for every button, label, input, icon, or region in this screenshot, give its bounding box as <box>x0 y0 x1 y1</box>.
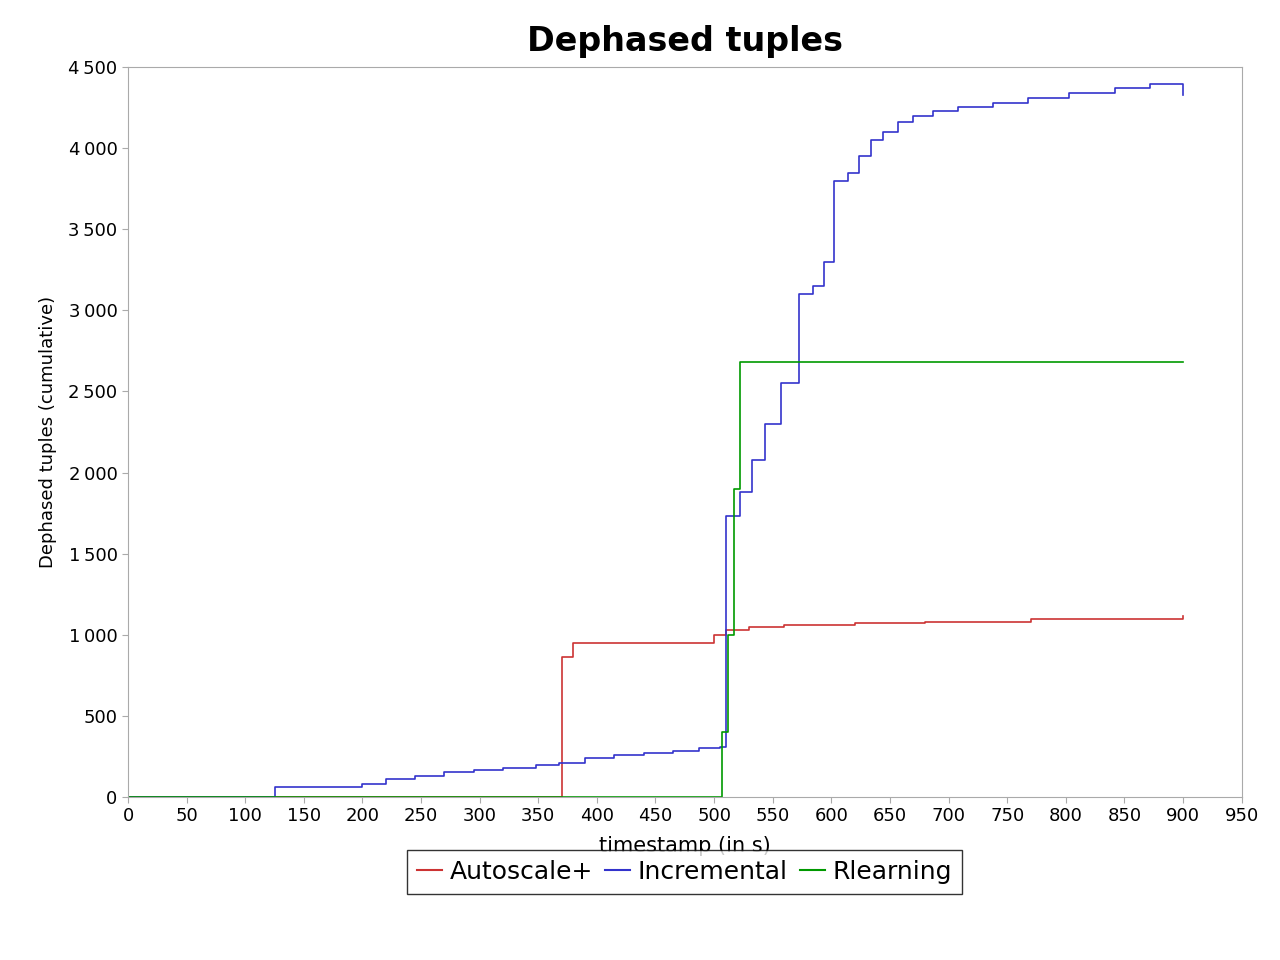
Autoscale+ <box>554 652 570 663</box>
Incremental <box>577 757 593 769</box>
Autoscale+ <box>847 617 863 629</box>
Rlearning <box>710 791 726 803</box>
Autoscale+ <box>707 637 722 649</box>
Autoscale+ <box>741 624 756 636</box>
Incremental <box>876 134 891 146</box>
Rlearning <box>710 791 726 803</box>
Autoscale+ <box>554 791 570 803</box>
Rlearning <box>732 356 748 368</box>
Autoscale+ <box>847 619 863 631</box>
Incremental <box>805 288 820 300</box>
Autoscale+ <box>718 629 733 640</box>
Legend: Autoscale+, Incremental, Rlearning: Autoscale+, Incremental, Rlearning <box>407 850 963 894</box>
Autoscale+ <box>120 791 136 803</box>
Autoscale+ <box>1175 613 1190 625</box>
X-axis label: timestamp (in s): timestamp (in s) <box>599 836 771 856</box>
Rlearning <box>1175 356 1190 368</box>
Autoscale+ <box>918 616 933 628</box>
Autoscale+ <box>777 619 792 631</box>
Autoscale+ <box>707 629 722 640</box>
Autoscale+ <box>1023 616 1038 628</box>
Incremental <box>552 759 567 771</box>
Autoscale+ <box>536 791 552 803</box>
Incremental <box>1143 79 1158 90</box>
Autoscale+ <box>777 622 792 634</box>
Autoscale+ <box>741 622 756 634</box>
Line: Incremental: Incremental <box>128 84 1183 797</box>
Rlearning <box>1175 356 1190 368</box>
Autoscale+ <box>1023 613 1038 625</box>
Autoscale+ <box>566 637 581 649</box>
Rlearning <box>732 483 748 494</box>
Rlearning <box>714 791 730 803</box>
Incremental <box>120 791 136 803</box>
Y-axis label: Dephased tuples (cumulative): Dephased tuples (cumulative) <box>40 296 58 568</box>
Autoscale+ <box>536 791 552 803</box>
Autoscale+ <box>1175 611 1190 622</box>
Rlearning <box>726 629 741 640</box>
Rlearning <box>721 726 736 737</box>
Title: Dephased tuples: Dephased tuples <box>527 25 842 58</box>
Rlearning <box>726 483 741 494</box>
Incremental <box>712 742 727 754</box>
Line: Rlearning: Rlearning <box>128 362 1183 797</box>
Autoscale+ <box>918 617 933 629</box>
Line: Autoscale+: Autoscale+ <box>128 616 1183 797</box>
Rlearning <box>714 726 730 737</box>
Rlearning <box>721 629 736 640</box>
Autoscale+ <box>566 652 581 663</box>
Incremental <box>712 741 727 753</box>
Incremental <box>1175 89 1190 101</box>
Autoscale+ <box>718 624 733 636</box>
Rlearning <box>120 791 136 803</box>
